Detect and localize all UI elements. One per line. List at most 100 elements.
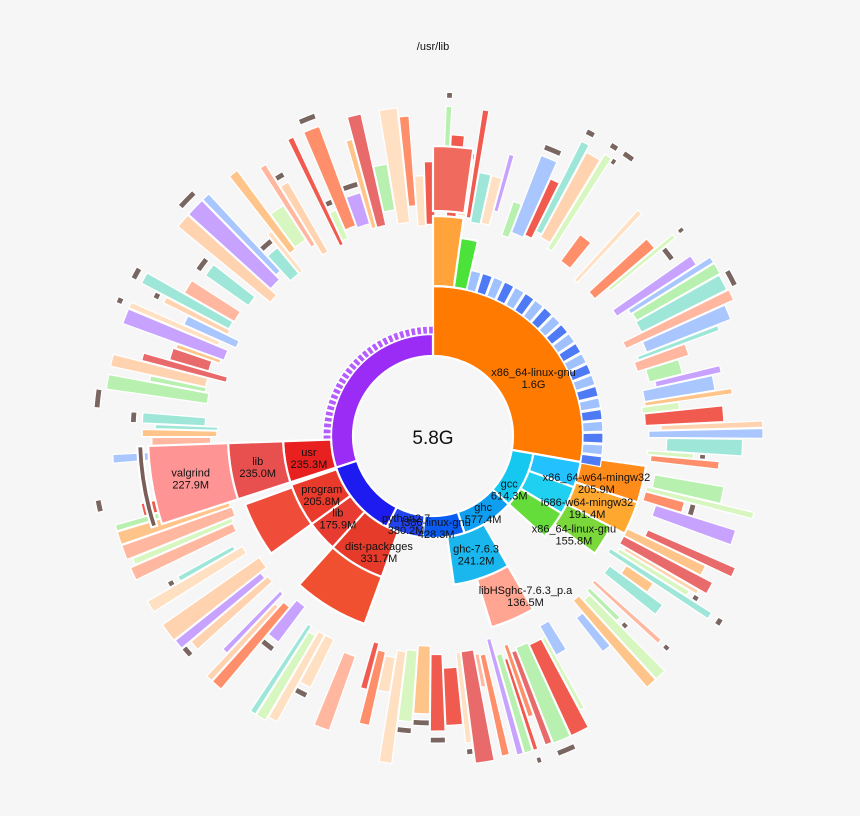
fringe-arc (575, 612, 612, 653)
fringe-arc (140, 352, 229, 384)
ring2-segment (310, 494, 367, 550)
ring1-tick (360, 348, 371, 360)
fringe-arc (259, 163, 317, 249)
fringe-arc (465, 109, 490, 219)
fringe-cap (293, 686, 309, 700)
ring1-tick (375, 338, 385, 350)
ring1-tick (323, 415, 334, 424)
ring3-segment (431, 144, 475, 215)
fringe-cap (690, 593, 701, 603)
fringe-arc (535, 140, 590, 235)
fringe-arc (129, 522, 238, 581)
ring2-tick (557, 342, 582, 363)
fringe-arc (122, 308, 229, 361)
ring2-segment (507, 487, 564, 538)
fringe-arc (540, 635, 586, 711)
fringe-cap (341, 180, 360, 193)
fringe-arc (176, 545, 236, 582)
fringe-arc (633, 343, 690, 373)
fringe-arc (645, 358, 684, 383)
label-lib-3: 235.0M (239, 468, 276, 480)
fringe-cap (555, 742, 577, 758)
fringe-arc (429, 653, 446, 732)
fringe-arc (299, 634, 335, 689)
fringe-arc (442, 666, 464, 727)
label-lib-2: 175.9M (320, 520, 357, 532)
fringe-cap (177, 189, 198, 210)
fringe-arc (154, 423, 219, 432)
label-dist-packages: 331.7M (361, 553, 398, 565)
fringe-arc (607, 233, 677, 292)
fringe-arc (469, 171, 492, 225)
fringe-arc (328, 209, 349, 242)
fringe-cap (94, 498, 105, 514)
fringe-arc (161, 556, 268, 642)
fringe-arc (635, 274, 728, 333)
fringe-arc (346, 113, 387, 229)
fringe-arc (183, 315, 241, 349)
fringe-arc (105, 373, 210, 405)
fringe-arc (591, 579, 663, 645)
ring1-tick (386, 333, 396, 345)
fringe-arc (146, 545, 248, 613)
fringe-cap (93, 388, 103, 409)
fringe-arc (485, 637, 525, 756)
fringe-arc (412, 644, 431, 715)
ring2-tick (581, 443, 604, 456)
ring2-tick (485, 276, 505, 301)
fringe-cap (396, 725, 413, 735)
ring1-tick (355, 352, 367, 364)
fringe-arc (266, 230, 304, 275)
label-total: 5.8G (412, 428, 453, 449)
fringe-cap (619, 620, 630, 631)
ring1-tick (325, 403, 336, 413)
fringe-cap (194, 256, 210, 273)
label-program: 205.8M (303, 496, 340, 508)
label-python27: python2.7 (382, 513, 430, 525)
label-x86-64-linux-gnu: x86_64-linux-gnu (491, 367, 575, 379)
label-lib-3: lib (252, 456, 263, 468)
fringe-arc (495, 652, 534, 754)
fringe-arc (141, 428, 218, 438)
ring4-cap (136, 444, 159, 529)
fringe-arc (643, 405, 725, 427)
fringe-arc (648, 427, 764, 439)
fringe-arc (279, 181, 329, 256)
ring1-tick (391, 331, 401, 342)
fringe-cap (130, 266, 143, 282)
fringe-cap (323, 198, 335, 209)
ring2-tick (578, 397, 602, 412)
fringe-arc (249, 623, 313, 715)
ring2-tick (513, 292, 535, 317)
fringe-arc (398, 115, 417, 208)
label-python27: 380.2M (388, 525, 425, 537)
fringe-arc (510, 154, 558, 239)
fringe-cap (297, 112, 318, 126)
fringe-arc (267, 599, 306, 644)
fringe-arc (162, 296, 231, 336)
fringe-arc (128, 301, 221, 347)
fringe-cap (429, 736, 447, 744)
fringe-arc (140, 272, 234, 330)
fringe-arc (358, 649, 387, 727)
ring1-tick (347, 361, 359, 372)
fringe-cap (412, 718, 431, 727)
label-x86-64-linux-gnu-2: x86_64-linux-gnu (532, 524, 616, 536)
fringe-cap (676, 225, 686, 235)
fringe-arc (622, 546, 700, 595)
fringe-arc (646, 450, 695, 460)
label-x86-64-linux-gnu-2: 155.8M (556, 536, 593, 548)
fringe-arc (611, 254, 698, 318)
fringe-arc (510, 649, 553, 746)
ring1-tick (324, 409, 335, 418)
ring1-tick (329, 392, 340, 402)
fringe-arc (538, 620, 568, 657)
fringe-arc (313, 651, 357, 732)
ring2-tick (575, 385, 599, 402)
label-gcc: 614.3M (491, 490, 528, 502)
fringe-arc (413, 175, 427, 227)
fringe-arc (174, 571, 266, 650)
fringe-arc (187, 199, 281, 290)
fringe-cap (661, 642, 672, 653)
ring2-tick (580, 408, 603, 423)
